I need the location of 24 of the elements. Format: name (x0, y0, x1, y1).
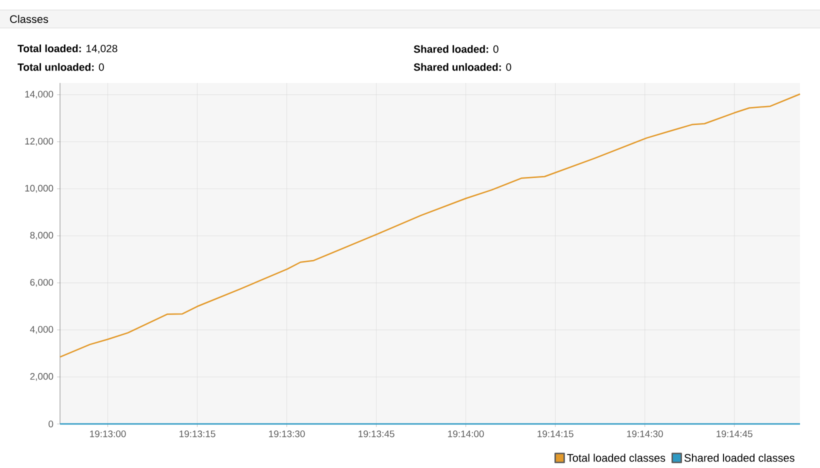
y-tick-label: 12,000 (25, 138, 54, 146)
x-tick-label: 19:13:45 (358, 430, 394, 438)
text: Total unloaded: 0 (18, 63, 104, 71)
y-tick-label: 4,000 (30, 326, 54, 334)
y-tick-label: 10,000 (25, 184, 54, 193)
legend-label: Total loaded classes (567, 454, 666, 462)
y-tick-label: 0 (48, 420, 54, 428)
text: Total loaded: 14,028 (18, 44, 118, 54)
x-tick-label: 19:14:15 (538, 430, 574, 438)
x-tick-label: 19:13:15 (180, 430, 216, 438)
y-tick-label: 14,000 (25, 90, 54, 99)
chart-title: Classes (10, 14, 48, 24)
x-tick-label: 19:14:45 (716, 430, 752, 438)
x-tick-label: 19:14:00 (448, 430, 484, 438)
line-series (59, 93, 801, 358)
y-tick-label: 8,000 (30, 232, 54, 240)
y-tick-label: 6,000 (30, 278, 54, 287)
x-tick-label: 19:14:30 (627, 430, 663, 438)
legend-label: Shared loaded classes (684, 454, 794, 462)
text: Shared unloaded: 0 (414, 63, 512, 71)
x-tick-label: 19:13:00 (90, 430, 126, 438)
text: Shared loaded: 0 (414, 45, 498, 53)
y-tick-label: 2,000 (30, 373, 54, 381)
x-tick-label: 19:13:30 (269, 430, 305, 438)
